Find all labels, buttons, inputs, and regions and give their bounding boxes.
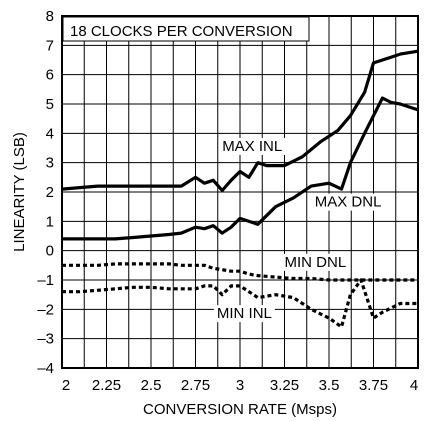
y-tick-label: 8 <box>46 8 54 25</box>
y-axis-title: LINEARITY (LSB) <box>11 132 28 252</box>
y-tick-label: 4 <box>46 125 54 142</box>
x-tick-label: 3.25 <box>270 377 299 394</box>
annotation-background <box>213 305 275 323</box>
series-group <box>61 49 419 329</box>
x-tick-label: 2.5 <box>141 377 162 394</box>
x-tick-label: 4 <box>410 377 418 394</box>
annotations-group: MAX INL MAX DNL MIN DNL MIN INL <box>213 137 385 323</box>
grid <box>62 16 418 368</box>
series-min-dnl <box>62 262 418 282</box>
y-tick-label: 7 <box>46 37 54 54</box>
x-axis-title: CONVERSION RATE (Msps) <box>143 401 337 418</box>
y-tick-label: –3 <box>37 331 54 348</box>
x-tick-label: 2.25 <box>92 377 121 394</box>
annotation-label: MIN DNL <box>285 254 347 271</box>
series-max-inl <box>61 49 419 193</box>
x-tick-label: 3 <box>236 377 244 394</box>
annotation-background <box>281 253 350 271</box>
x-tick-labels: 2 2.25 2.5 2.75 3 3.25 3.5 3.75 4 <box>62 377 418 394</box>
y-tick-label: 6 <box>46 67 54 84</box>
y-tick-label: 1 <box>46 213 54 230</box>
x-tick-label: 3.5 <box>319 377 340 394</box>
y-tick-label: 0 <box>46 243 54 260</box>
title-box <box>62 16 310 42</box>
y-tick-labels: –4 –3 –2 –1 0 1 2 3 4 5 6 7 8 <box>37 8 54 377</box>
annotation-label: MAX DNL <box>315 194 382 211</box>
plot-frame <box>61 15 419 369</box>
series-min-inl <box>62 278 418 329</box>
series-max-dnl <box>62 96 419 241</box>
x-tick-label: 2.75 <box>181 377 210 394</box>
chart-title: 18 CLOCKS PER CONVERSION <box>70 23 293 40</box>
annotation-label: MAX INL <box>222 138 282 155</box>
annotation-label: MIN INL <box>217 305 272 322</box>
x-tick-label: 2 <box>62 377 70 394</box>
y-tick-label: 3 <box>46 155 54 172</box>
x-tick-label: 3.75 <box>359 377 388 394</box>
y-tick-label: –4 <box>37 360 54 377</box>
y-tick-label: –2 <box>37 301 54 318</box>
annotation-background <box>311 193 385 211</box>
y-tick-label: –1 <box>37 272 54 289</box>
y-tick-label: 5 <box>46 96 54 113</box>
y-tick-label: 2 <box>46 184 54 201</box>
annotation-background <box>219 137 286 155</box>
